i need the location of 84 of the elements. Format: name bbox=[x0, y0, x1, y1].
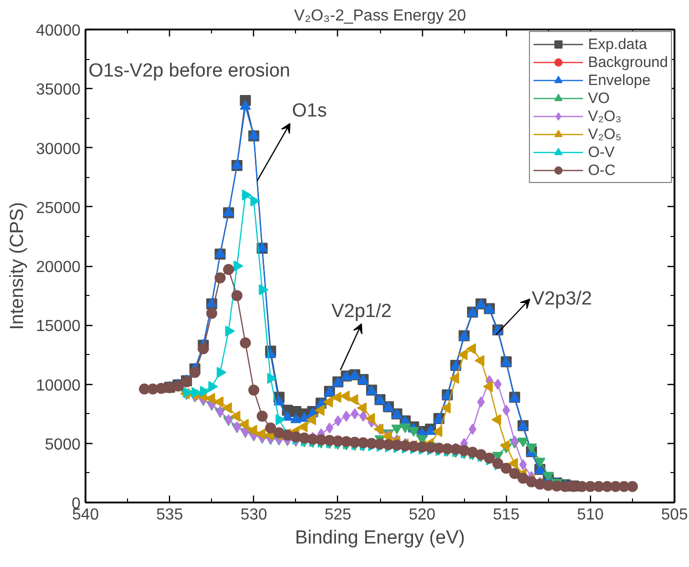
x-tick-label: 505 bbox=[661, 506, 688, 524]
point bbox=[500, 462, 512, 474]
point bbox=[306, 414, 316, 426]
point bbox=[350, 408, 359, 420]
point bbox=[256, 428, 266, 440]
legend-label: V₂O₅ bbox=[588, 125, 622, 143]
point bbox=[466, 343, 476, 354]
x-tick-label: 535 bbox=[156, 506, 184, 524]
point bbox=[274, 396, 285, 406]
point bbox=[432, 426, 442, 438]
point bbox=[500, 440, 510, 452]
x-tick-label: 530 bbox=[240, 506, 268, 524]
point bbox=[374, 424, 384, 435]
legend-label: VO bbox=[588, 89, 610, 107]
point bbox=[205, 392, 216, 404]
x-tick-label: 515 bbox=[492, 506, 520, 524]
point bbox=[458, 349, 468, 360]
legend-label: Background bbox=[588, 53, 668, 71]
point bbox=[492, 414, 502, 426]
legend-label: O-C bbox=[588, 161, 616, 179]
legend-label: O-V bbox=[588, 143, 615, 161]
y-tick-label: 10000 bbox=[36, 377, 81, 394]
x-axis-title: Binding Energy (eV) bbox=[294, 528, 466, 548]
point bbox=[240, 337, 251, 348]
point bbox=[483, 381, 493, 392]
point bbox=[248, 384, 260, 396]
point bbox=[494, 378, 502, 390]
point bbox=[248, 424, 258, 436]
point bbox=[231, 290, 242, 302]
y-tick-label: 20000 bbox=[36, 259, 81, 276]
point bbox=[214, 396, 224, 408]
point bbox=[198, 343, 209, 354]
y-axis-title: Intensity (CPS) bbox=[7, 202, 28, 330]
point bbox=[449, 372, 460, 384]
y-tick-label: 25000 bbox=[36, 200, 81, 217]
point bbox=[340, 390, 350, 402]
point bbox=[222, 402, 232, 414]
point bbox=[508, 458, 518, 469]
point bbox=[359, 410, 368, 422]
point bbox=[240, 100, 251, 110]
y-tick-label: 35000 bbox=[36, 82, 81, 99]
y-tick-label: 30000 bbox=[36, 140, 81, 158]
legend-label: Exp.data bbox=[588, 35, 648, 53]
annotation: O1s bbox=[292, 100, 327, 122]
point bbox=[518, 472, 529, 484]
x-tick-label: 525 bbox=[324, 506, 352, 524]
x-tick-label: 510 bbox=[577, 506, 604, 524]
y-tick-label: 15000 bbox=[36, 318, 81, 336]
y-tick-label: 40000 bbox=[36, 22, 81, 40]
point bbox=[323, 396, 333, 408]
legend-label: Envelope bbox=[588, 71, 650, 89]
y-tick-label: 5000 bbox=[44, 436, 81, 454]
point bbox=[534, 458, 546, 468]
point bbox=[314, 404, 324, 416]
point bbox=[256, 410, 268, 422]
point bbox=[214, 272, 226, 284]
point bbox=[274, 427, 285, 438]
point bbox=[332, 392, 342, 403]
point bbox=[239, 418, 249, 430]
point bbox=[509, 468, 520, 480]
point bbox=[441, 402, 451, 414]
point bbox=[365, 413, 375, 424]
point bbox=[502, 404, 510, 416]
chart-title: V₂O₃-2_Pass Energy 20 bbox=[294, 8, 466, 24]
annotation: O1s-V2p before erosion bbox=[88, 60, 290, 82]
x-tick-label: 520 bbox=[408, 506, 436, 524]
point bbox=[408, 426, 420, 437]
point bbox=[223, 264, 234, 276]
point bbox=[206, 308, 218, 319]
legend-label: V₂O₃ bbox=[588, 107, 622, 125]
point bbox=[189, 366, 200, 378]
annotation: V2p3/2 bbox=[532, 288, 592, 310]
point bbox=[348, 394, 358, 406]
point bbox=[356, 402, 367, 414]
point bbox=[474, 355, 484, 366]
annotation: V2p1/2 bbox=[331, 300, 392, 322]
point bbox=[626, 481, 638, 492]
point bbox=[265, 422, 276, 434]
point bbox=[290, 413, 302, 424]
point bbox=[475, 449, 486, 460]
point bbox=[458, 444, 470, 456]
point bbox=[230, 410, 240, 422]
point bbox=[298, 412, 310, 422]
point bbox=[298, 421, 308, 432]
